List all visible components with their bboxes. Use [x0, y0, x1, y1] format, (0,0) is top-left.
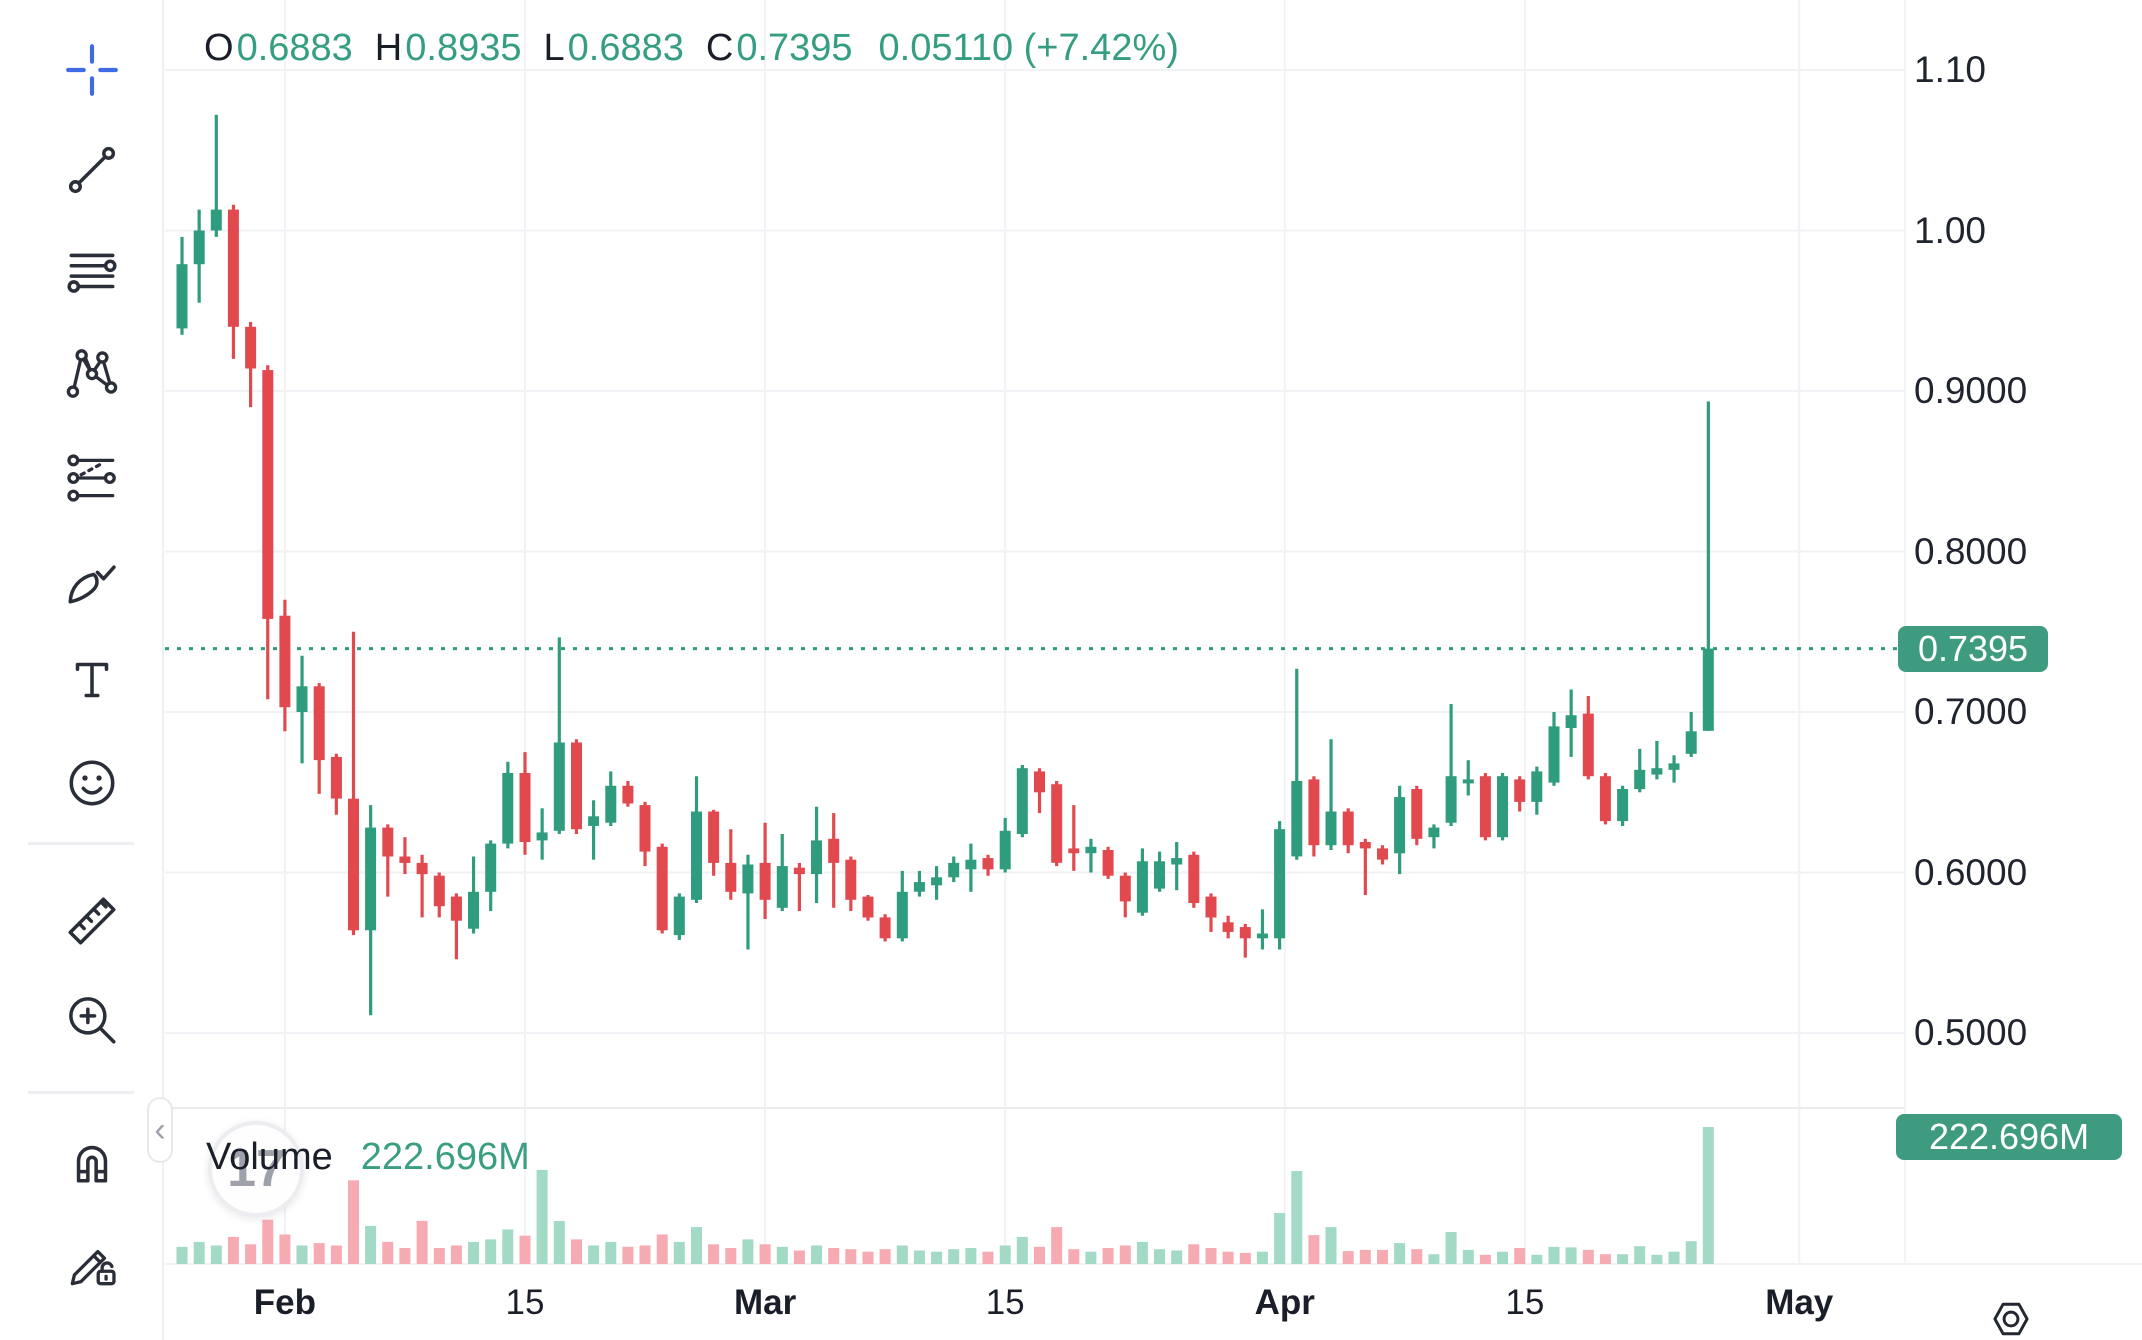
- brush-tool-button[interactable]: [62, 550, 122, 610]
- time-tick-15: 15: [505, 1283, 545, 1322]
- zoom-in-tool-button[interactable]: [62, 990, 122, 1050]
- magnet-icon: [76, 1145, 108, 1183]
- projection-tool-button[interactable]: [62, 448, 122, 508]
- time-tick-may: May: [1765, 1283, 1834, 1322]
- time-tick-apr: Apr: [1254, 1283, 1315, 1322]
- price-tick: 0.6000: [1914, 851, 2028, 893]
- time-axis[interactable]: Feb 15 Mar 15 Apr 15 May: [164, 1264, 1906, 1340]
- time-tick-15: 15: [985, 1283, 1025, 1322]
- price-tick: 0.8000: [1914, 530, 2028, 572]
- gear-icon: [1993, 1302, 2029, 1336]
- emoji-icon: [69, 760, 115, 806]
- trend-line-tool-button[interactable]: [62, 140, 122, 200]
- last-price-badge: 0.7395: [1898, 626, 2048, 672]
- price-tick: 1.00: [1914, 209, 1987, 251]
- xabcd-pattern-tool-button[interactable]: [62, 343, 122, 403]
- horizontal-lines-tool-button[interactable]: [62, 242, 122, 302]
- crosshair-icon: [66, 44, 118, 96]
- text-tool-button[interactable]: [62, 650, 122, 710]
- toolbar-divider: [28, 1091, 134, 1094]
- price-tick: 1.10: [1914, 49, 1987, 90]
- emoji-tool-button[interactable]: [62, 753, 122, 813]
- xabcd-pattern-icon: [66, 349, 118, 398]
- legend-item-c: C0.7395: [705, 27, 853, 69]
- volume-badge: 222.696M: [1896, 1114, 2122, 1160]
- pencil-unlock-icon: [70, 1249, 116, 1286]
- toolbar-divider: [28, 842, 134, 845]
- volume-value: 222.696M: [360, 1136, 530, 1178]
- time-tick-feb: Feb: [253, 1283, 317, 1322]
- price-tick: 0.7000: [1914, 691, 2028, 732]
- price-axis[interactable]: 1.10 1.00 0.9000 0.8000 0.7000 0.6000 0.5000: [1906, 0, 2142, 1264]
- chevron-left-icon: ‹: [154, 1110, 166, 1149]
- axis-settings-button[interactable]: [1983, 1291, 2039, 1340]
- ruler-icon: [68, 897, 116, 945]
- time-tick-15: 15: [1505, 1283, 1545, 1322]
- symbol-watermark: 17: [208, 1121, 304, 1217]
- volume-legend: Volume 222.696M: [206, 1135, 530, 1179]
- watermark-text: 17: [227, 1140, 285, 1198]
- price-tick: 0.5000: [1914, 1012, 2028, 1053]
- ohlc-legend: O0.6883 H0.8935 L0.6883 C0.7395 0.05110 (+7.…: [204, 26, 1179, 70]
- pane-collapse-button[interactable]: ‹: [147, 1097, 173, 1163]
- horizontal-lines-icon: [67, 253, 117, 293]
- legend-change: 0.05110 (+7.42%): [878, 27, 1179, 69]
- projection-icon: [67, 454, 116, 502]
- text-icon: [75, 662, 109, 698]
- drawing-lock-tool-button[interactable]: [62, 1234, 122, 1294]
- trend-line-icon: [68, 146, 116, 194]
- drawing-toolbar: [0, 0, 164, 1340]
- price-tick: 0.9000: [1914, 370, 2028, 411]
- time-tick-mar: Mar: [733, 1283, 797, 1322]
- legend-item-h: H0.8935: [374, 27, 522, 69]
- zoom-in-icon: [69, 997, 116, 1044]
- legend-item-o: O0.6883: [204, 27, 353, 69]
- magnet-tool-button[interactable]: [62, 1130, 122, 1190]
- volume-label: Volume: [206, 1136, 333, 1178]
- brush-icon: [68, 565, 116, 604]
- ruler-tool-button[interactable]: [62, 891, 122, 951]
- legend-item-l: L0.6883: [543, 27, 684, 69]
- crosshair-tool-button[interactable]: [62, 40, 122, 100]
